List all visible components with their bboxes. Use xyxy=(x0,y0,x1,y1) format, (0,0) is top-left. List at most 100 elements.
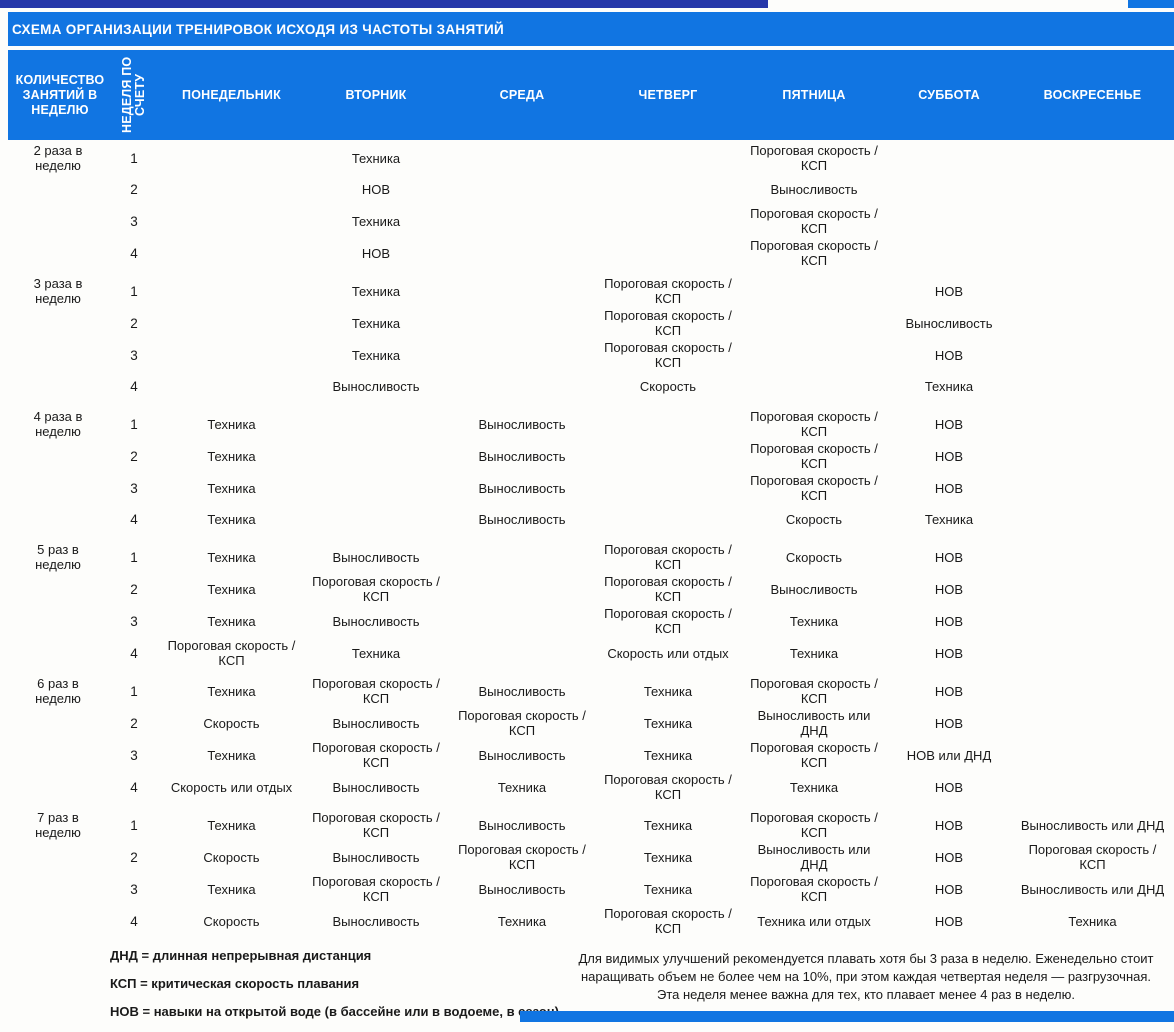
group-label: 7 раз в неделю xyxy=(35,810,81,840)
schedule-cell xyxy=(1011,322,1174,324)
schedule-cell: Выносливость или ДНД xyxy=(757,842,871,872)
group-label xyxy=(8,620,108,622)
schedule-cell xyxy=(1011,690,1174,692)
schedule-cell xyxy=(1011,722,1174,724)
schedule-cell: НОВ xyxy=(934,448,964,464)
schedule-cell xyxy=(449,620,595,622)
schedule-cell xyxy=(449,386,595,388)
group-label xyxy=(8,519,108,521)
schedule-cell xyxy=(595,519,741,521)
schedule-cell xyxy=(1011,455,1174,457)
schedule-cell: Пороговая скорость / КСП xyxy=(312,810,440,840)
table-row: 5 раз в неделю 1 Техника Выносливость Порого… xyxy=(8,541,1174,573)
schedule-cell: Техника xyxy=(207,683,256,699)
schedule-cell xyxy=(1011,652,1174,654)
schedule-cell: Техника xyxy=(497,913,547,929)
schedule-cell xyxy=(303,423,449,425)
group-label xyxy=(8,386,108,388)
week-number: 4 xyxy=(130,779,138,795)
group-label xyxy=(8,189,108,191)
schedule-cell: Пороговая скорость / КСП xyxy=(312,574,440,604)
schedule-cell: НОВ xyxy=(934,849,964,865)
schedule-cell: НОВ xyxy=(934,283,964,299)
schedule-cell: НОВ xyxy=(361,182,391,197)
schedule-cell xyxy=(449,252,595,254)
schedule-cell: Пороговая скорость / КСП xyxy=(750,206,878,236)
schedule-cell: Выносливость xyxy=(478,448,566,464)
schedule-cell xyxy=(160,157,303,159)
schedule-cell: Техника xyxy=(1068,913,1117,929)
column-header-thursday: ЧЕТВЕРГ xyxy=(638,87,698,102)
schedule-cell: Пороговая скорость / КСП xyxy=(604,574,732,604)
schedule-cell: Скорость или отдых xyxy=(607,645,729,661)
schedule-cell xyxy=(449,189,595,191)
week-number: 4 xyxy=(130,512,138,527)
table-row: 6 раз в неделю 1 Техника Пороговая скорость… xyxy=(8,675,1174,707)
schedule-cell: Техника xyxy=(351,283,401,299)
group-label xyxy=(8,888,108,890)
table-row: 4 Скорость Выносливость Техника Пороговая ск… xyxy=(8,905,1174,937)
schedule-cell: Выносливость xyxy=(770,581,858,597)
table-row: 3 Техника Пороговая скорость / КСП Вынослив… xyxy=(8,873,1174,905)
column-header-sunday: ВОСКРЕСЕНЬЕ xyxy=(1043,87,1142,102)
schedule-cell: Пороговая скорость / КСП xyxy=(604,906,732,936)
bottom-scan-strip xyxy=(520,1011,1174,1022)
schedule-cell: Выносливость xyxy=(332,549,420,565)
schedule-cell: НОВ или ДНД xyxy=(906,747,992,763)
schedule-cell xyxy=(1011,786,1174,788)
schedule-cell xyxy=(1011,386,1174,388)
group-label xyxy=(8,354,108,356)
schedule-cell: Пороговая скорость / КСП xyxy=(750,810,878,840)
week-number: 1 xyxy=(130,283,138,299)
schedule-cell: Техника xyxy=(789,645,839,661)
schedule-cell: Выносливость xyxy=(478,512,566,527)
schedule-cell xyxy=(887,157,1011,159)
schedule-cell: Техника xyxy=(643,817,693,833)
schedule-cell: Пороговая скорость / КСП xyxy=(750,874,878,904)
column-header-saturday: СУББОТА xyxy=(918,87,980,102)
group-label: 5 раз в неделю xyxy=(35,542,81,572)
week-number: 1 xyxy=(130,549,138,565)
schedule-cell: Пороговая скорость / КСП xyxy=(312,874,440,904)
schedule-cell xyxy=(1011,354,1174,356)
schedule-cell: НОВ xyxy=(361,245,391,261)
schedule-cell xyxy=(1011,754,1174,756)
schedule-cell xyxy=(303,455,449,457)
schedule-cell: Техника xyxy=(207,581,256,597)
schedule-cell: НОВ xyxy=(934,817,964,833)
schedule-cell xyxy=(1011,519,1174,521)
table-row: 4 Выносливость Скорость Техника xyxy=(8,371,1174,402)
schedule-cell: Выносливость xyxy=(332,779,420,795)
schedule-cell: НОВ xyxy=(934,881,964,897)
schedule-cell: Пороговая скорость / КСП xyxy=(604,606,732,636)
week-number: 2 xyxy=(130,715,138,731)
schedule-cell: Техника xyxy=(207,416,256,432)
table-row: 4 Пороговая скорость / КСП Техника Скорость… xyxy=(8,637,1174,669)
schedule-cell xyxy=(449,652,595,654)
group-label xyxy=(8,455,108,457)
schedule-cell xyxy=(1011,588,1174,590)
schedule-cell: Выносливость или ДНД xyxy=(757,708,871,738)
schedule-cell xyxy=(887,252,1011,254)
schedule-cell: Техника xyxy=(207,881,256,897)
schedule-cell xyxy=(595,220,741,222)
schedule-cell: НОВ xyxy=(934,416,964,432)
schedule-cell: Техника или отдых xyxy=(757,913,871,929)
schedule-cell: НОВ xyxy=(934,913,964,929)
schedule-cell: Пороговая скорость / КСП xyxy=(312,740,440,770)
schedule-cell: Техника xyxy=(207,549,256,565)
schedule-cell: Выносливость xyxy=(332,715,420,731)
schedule-cell xyxy=(1011,252,1174,254)
table-row: 3 Техника Выносливость Пороговая скорость /… xyxy=(8,472,1174,504)
schedule-cell xyxy=(741,322,887,324)
schedule-cell xyxy=(449,157,595,159)
schedule-cell: Пороговая скорость / КСП xyxy=(458,708,586,738)
group-label xyxy=(8,722,108,724)
schedule-cell: Техника xyxy=(643,683,693,699)
schedule-cell: Выносливость xyxy=(332,379,420,394)
column-header-sessions-per-week: КОЛИЧЕСТВО ЗАНЯТИЙ В НЕДЕЛЮ xyxy=(15,72,105,117)
schedule-cell: Техника xyxy=(351,213,401,229)
week-number: 2 xyxy=(130,581,138,597)
schedule-body: 2 раза в неделю 1 Техника Пороговая скорост… xyxy=(8,142,1174,937)
schedule-cell: НОВ xyxy=(934,480,964,496)
